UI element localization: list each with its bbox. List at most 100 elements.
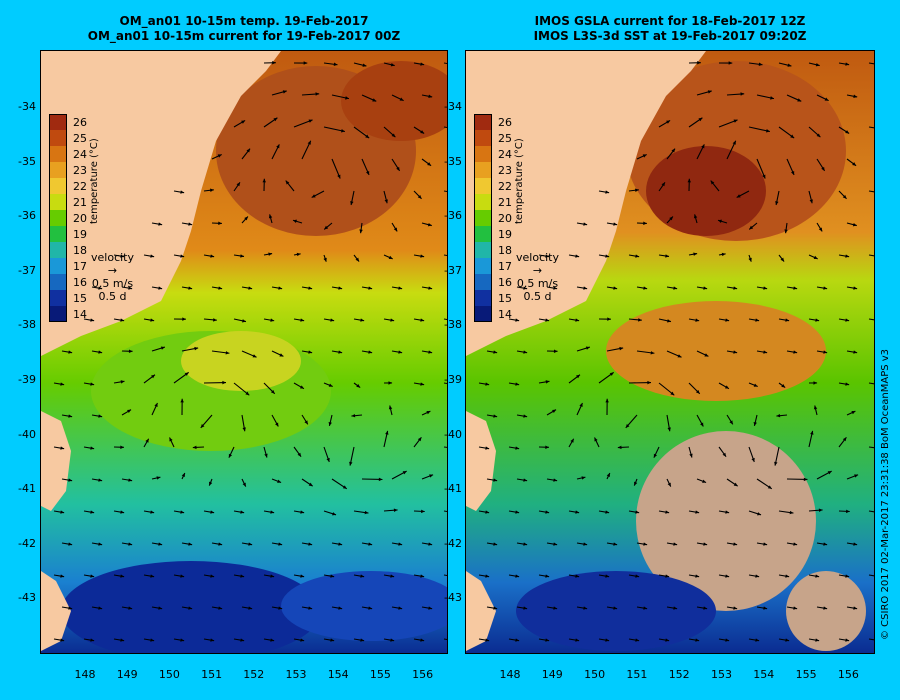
velocity-arrow-head xyxy=(90,510,95,514)
velocity-arrow-head xyxy=(665,510,670,514)
velocity-arrow-head xyxy=(417,437,422,442)
latitude-label: -41 xyxy=(18,482,36,496)
colorbar-tick-label: 26 xyxy=(498,116,512,129)
velocity-arrow-head xyxy=(845,130,850,134)
velocity-arrow-head xyxy=(733,542,738,546)
velocity-arrow-head xyxy=(420,254,425,258)
velocity-arrow-head xyxy=(853,286,858,290)
velocity-arrow-head xyxy=(127,409,132,413)
velocity-arrow-head xyxy=(545,638,550,642)
latitude-label: -35 xyxy=(444,154,462,168)
velocity-arrow-head xyxy=(315,92,320,96)
latitude-label: -41 xyxy=(444,482,462,496)
colorbar-tick-label: 21 xyxy=(73,196,87,209)
velocity-arrow-head xyxy=(180,510,185,514)
velocity-arrow-head xyxy=(545,445,549,449)
velocity-arrow-head xyxy=(721,252,726,257)
land-tasmania xyxy=(41,571,71,651)
velocity-arrow-head xyxy=(493,350,498,354)
velocity-arrow-head xyxy=(785,318,790,322)
velocity-arrow-head xyxy=(388,381,393,385)
velocity-arrow-head xyxy=(420,318,425,322)
colorbar-swatch xyxy=(49,226,67,242)
velocity-arrow-head xyxy=(388,255,393,259)
velocity-arrow-head xyxy=(853,606,858,610)
velocity-arrow-head xyxy=(282,90,287,94)
velocity-arrow-head xyxy=(421,509,425,514)
velocity-arrow-head xyxy=(545,254,550,258)
velocity-arrow xyxy=(868,446,874,449)
velocity-arrow-head xyxy=(643,286,648,290)
land-mainland-coast xyxy=(466,51,706,356)
velocity-arrow-head xyxy=(552,409,557,413)
velocity-arrow-head xyxy=(270,638,275,642)
longitude-label: 150 xyxy=(584,668,606,681)
velocity-arrow-head xyxy=(338,350,343,354)
velocity-arrow-head xyxy=(359,229,363,234)
velocity-arrow-head xyxy=(647,380,651,385)
velocity-arrow-head xyxy=(570,438,574,443)
velocity-arrow-head xyxy=(785,638,790,642)
colorbar-swatch xyxy=(474,258,492,274)
velocity-arrow-head xyxy=(606,472,610,477)
velocity-arrow xyxy=(443,446,447,448)
velocity-arrow-head xyxy=(575,510,580,514)
velocity-arrow-head xyxy=(576,374,580,379)
velocity-arrow-head xyxy=(210,638,215,642)
velocity-arrow-head xyxy=(818,508,823,512)
velocity-arrow-head xyxy=(702,479,707,483)
velocity-arrow-head xyxy=(120,510,125,514)
velocity-arrow-head xyxy=(396,166,400,171)
velocity-arrow-head xyxy=(228,453,233,458)
velocity-arrow-head xyxy=(793,286,798,290)
velocity-arrow-head xyxy=(625,424,630,428)
velocity-arrow-head xyxy=(776,413,781,418)
velocity-arrow-head xyxy=(180,190,185,194)
velocity-arrow-head xyxy=(342,485,347,489)
velocity-arrow-head xyxy=(793,542,798,546)
velocity-arrow-head xyxy=(667,319,671,323)
velocity-arrow xyxy=(868,382,874,385)
velocity-arrow-head xyxy=(181,472,185,477)
velocity-arrow-head xyxy=(210,510,215,514)
velocity-arrow-head xyxy=(523,414,528,418)
velocity-arrow-head xyxy=(378,477,383,482)
colorbar-tick-label: 20 xyxy=(73,212,87,225)
temperature-colorbar: 26 25 24 23 22 21 20 19 18 17 16 15 14 temperature (… xyxy=(49,114,137,336)
velocity-arrow-head xyxy=(428,94,433,98)
velocity-arrow-head xyxy=(643,221,647,226)
velocity-arrow-head xyxy=(653,453,658,458)
velocity-arrow-head xyxy=(128,478,133,482)
velocity-arrow-head xyxy=(398,606,403,610)
velocity-arrow-head xyxy=(384,199,388,204)
velocity-arrow-head xyxy=(695,389,700,394)
velocity-arrow-head xyxy=(242,482,246,487)
velocity-arrow-head xyxy=(605,510,610,514)
velocity-arrow-head xyxy=(762,174,766,179)
velocity-arrow-head xyxy=(515,318,520,322)
velocity-arrow-head xyxy=(583,222,588,226)
colorbar-label: temperature (°C) xyxy=(514,138,525,224)
longitude-label: 156 xyxy=(412,668,434,681)
velocity-arrow-head xyxy=(210,574,215,578)
velocity-arrow-head xyxy=(545,510,550,514)
velocity-arrow-head xyxy=(240,638,245,642)
velocity-arrow-head xyxy=(634,481,638,486)
velocity-arrow xyxy=(868,62,874,65)
velocity-arrow-head xyxy=(68,414,73,418)
velocity-arrow-head xyxy=(728,61,733,65)
velocity-arrow-head xyxy=(842,437,847,442)
velocity-arrow-head xyxy=(823,286,828,290)
velocity-arrow-head xyxy=(390,574,395,578)
velocity-legend-duration: 0.5 d xyxy=(98,290,127,303)
velocity-arrow-head xyxy=(90,318,95,322)
velocity-arrow-head xyxy=(698,117,703,122)
velocity-arrow-head xyxy=(493,414,498,418)
velocity-arrow-head xyxy=(420,130,425,134)
velocity-arrow-head xyxy=(515,510,520,514)
velocity-arrow-head xyxy=(755,574,760,578)
velocity-arrow-head xyxy=(665,574,670,578)
velocity-arrow-head xyxy=(388,405,393,410)
velocity-arrow-head xyxy=(68,542,73,546)
velocity-arrow-head xyxy=(810,430,814,435)
